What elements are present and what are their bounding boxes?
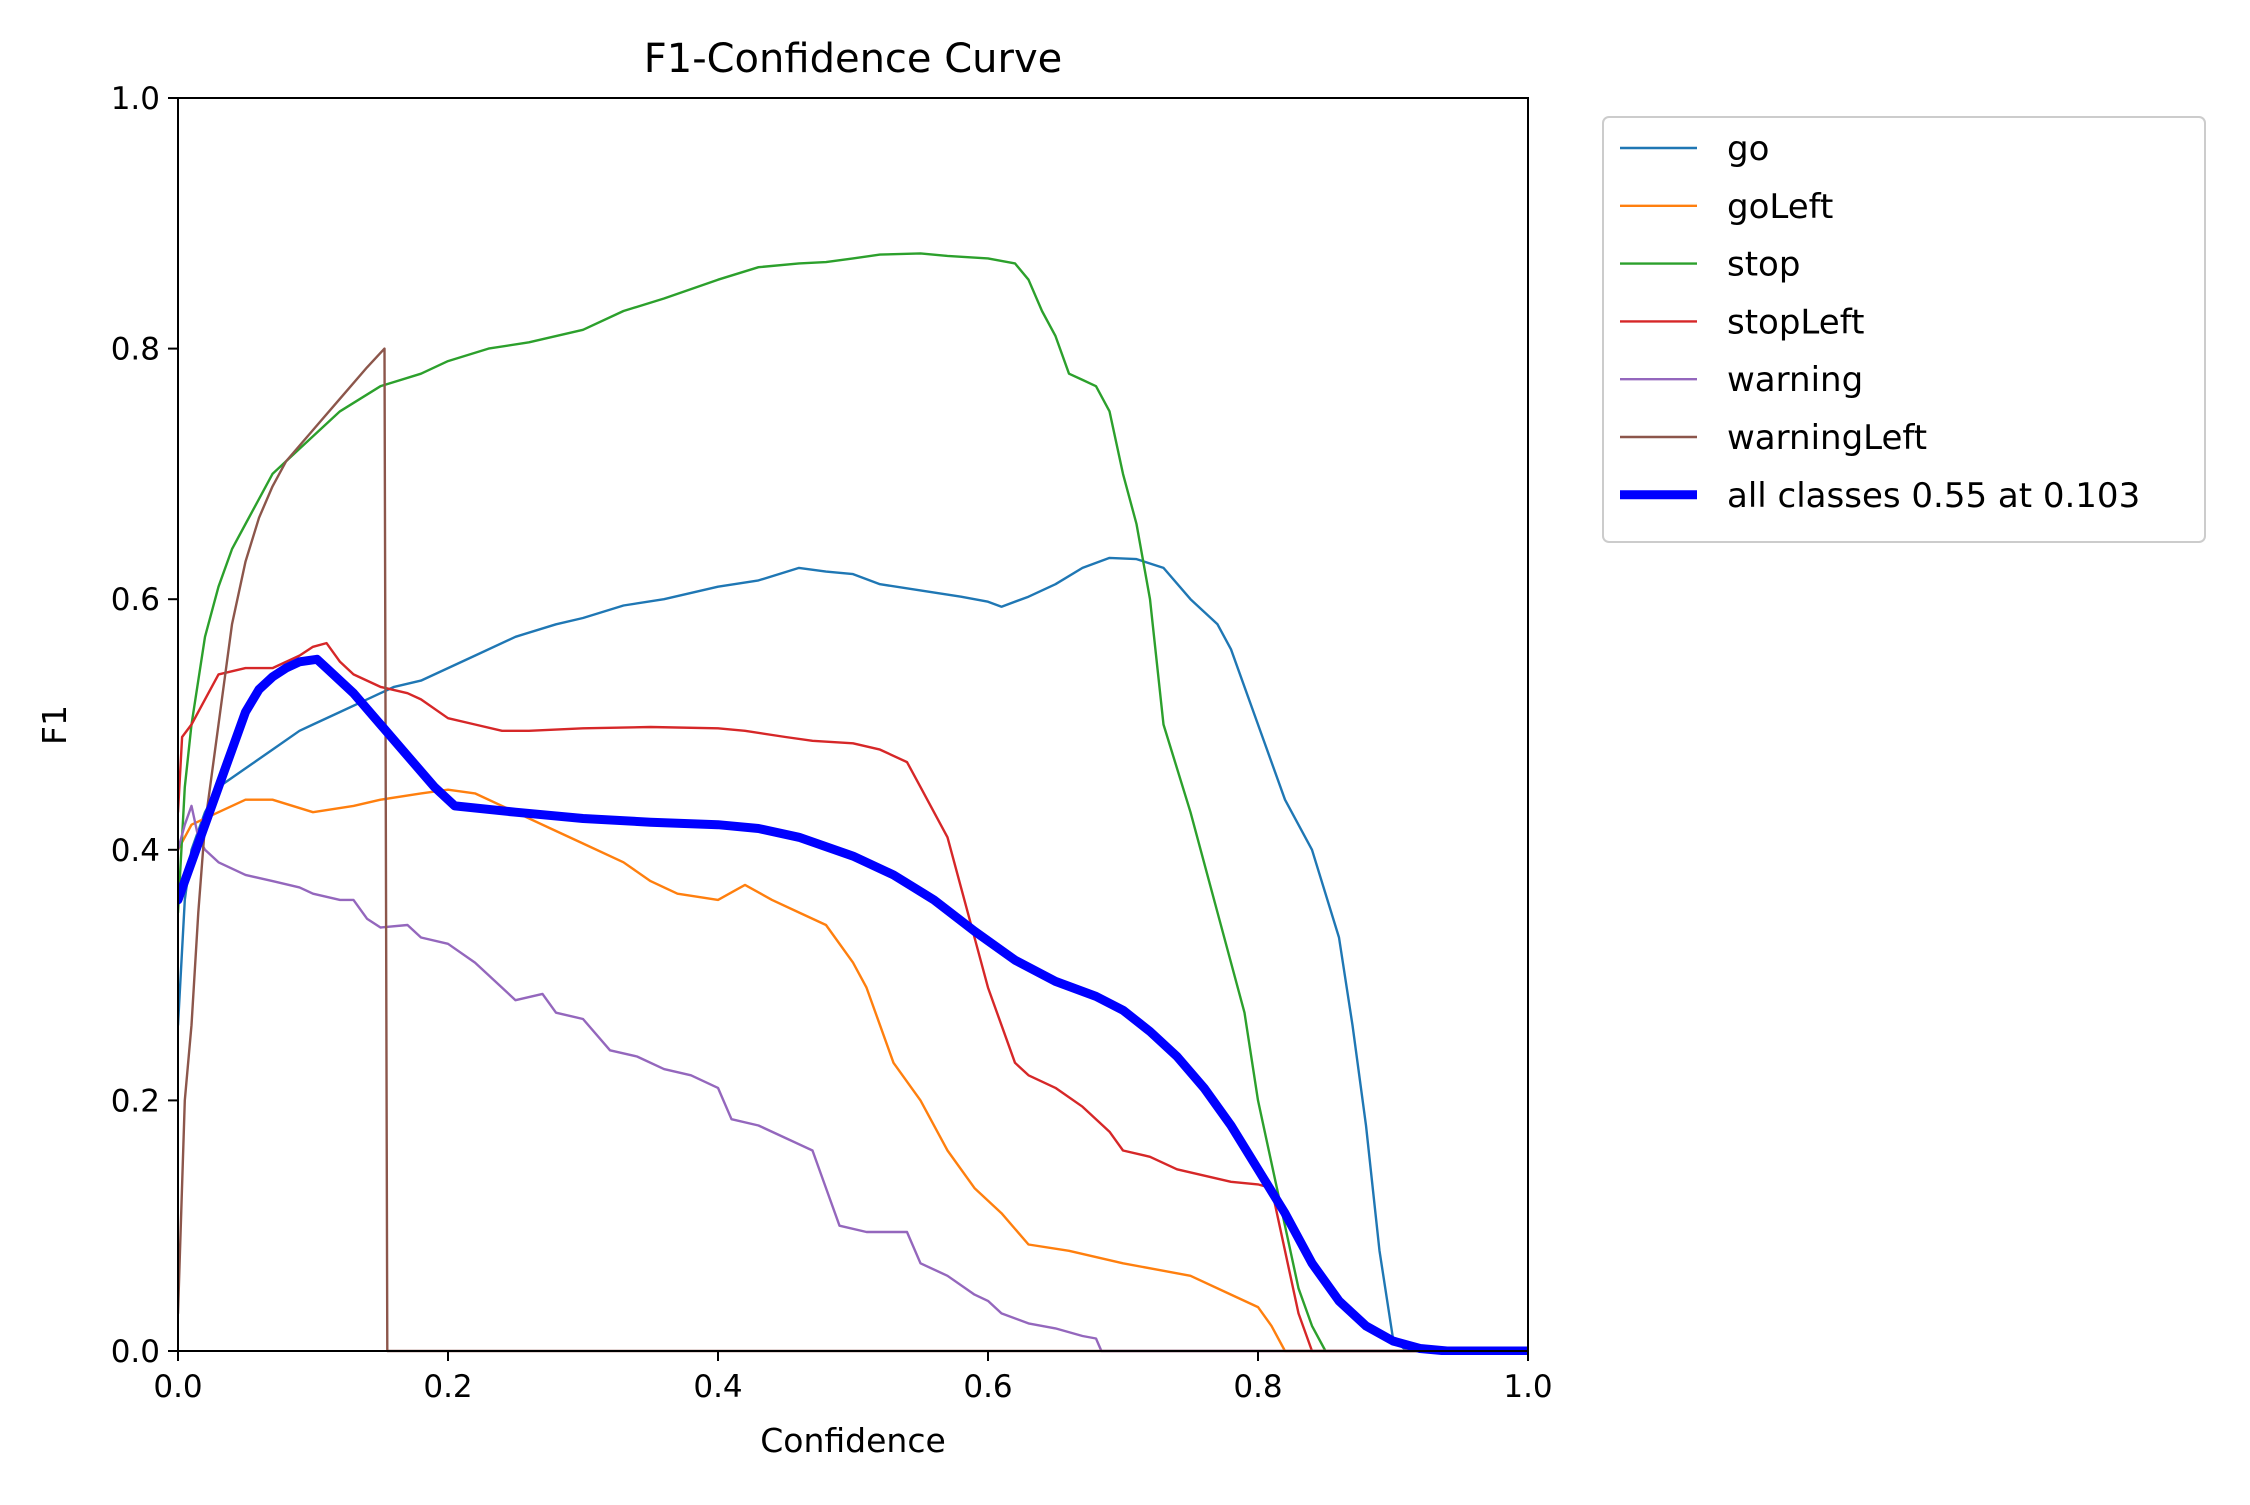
legend-label: stop: [1727, 245, 1800, 285]
legend-box: [1602, 116, 2206, 543]
series-line-go: [178, 556, 1528, 1353]
legend: go goLeft stop stopLeft warning warningLeft al…: [1602, 116, 2206, 543]
legend-label: stopLeft: [1727, 302, 1864, 342]
axis-ticks: 0.0 0.2 0.4 0.6 0.8 1.0 0.0 0.2 0.4 0.6 0.8 1.0: [111, 81, 1553, 1405]
y-tick-label: 0.2: [111, 1083, 160, 1119]
legend-label: goLeft: [1727, 187, 1833, 227]
series-line-all-classes-0-55-at-0-103: [178, 654, 1528, 1355]
x-tick-label: 0.4: [693, 1369, 742, 1405]
y-tick-label: 0.0: [111, 1334, 160, 1370]
legend-label: warning: [1727, 360, 1863, 400]
legend-label: warningLeft: [1727, 418, 1927, 458]
y-tick-label: 1.0: [111, 81, 160, 117]
chart-title: F1-Confidence Curve: [644, 36, 1063, 82]
y-tick-label: 0.6: [111, 582, 160, 618]
x-tick-label: 0.6: [963, 1369, 1012, 1405]
series-line-warningleft: [178, 347, 1528, 1353]
series-line-warning: [178, 804, 1528, 1353]
x-tick-label: 0.8: [1233, 1369, 1282, 1405]
legend-label: go: [1727, 129, 1769, 169]
plot-area: [178, 252, 1528, 1355]
x-tick-label: 1.0: [1503, 1369, 1552, 1405]
series-line-stop: [178, 252, 1528, 1353]
x-tick-label: 0.2: [423, 1369, 472, 1405]
series-line-stopleft: [178, 641, 1528, 1353]
plot-frame: [177, 97, 1529, 1352]
x-axis-label: Confidence: [760, 1421, 946, 1460]
series-line-goleft: [178, 788, 1528, 1353]
y-tick-label: 0.4: [111, 833, 160, 869]
y-axis-label: F1: [35, 705, 74, 745]
y-tick-label: 0.8: [111, 332, 160, 368]
legend-label: all classes 0.55 at 0.103: [1727, 476, 2140, 516]
x-tick-label: 0.0: [153, 1369, 202, 1405]
